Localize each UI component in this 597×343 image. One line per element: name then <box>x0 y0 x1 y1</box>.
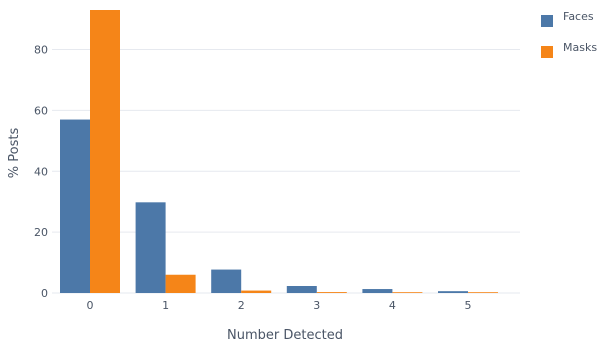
bar-faces-2[interactable] <box>211 269 242 293</box>
y-tick-label: 0 <box>41 287 48 300</box>
legend-swatch-faces[interactable] <box>541 15 553 27</box>
bar-masks-1[interactable] <box>165 274 196 293</box>
bar-masks-4[interactable] <box>392 292 423 293</box>
y-tick-label: 80 <box>34 44 48 57</box>
legend-label-faces[interactable]: Faces <box>563 10 594 23</box>
x-tick-label: 1 <box>162 299 169 312</box>
legend[interactable]: Faces Masks <box>541 10 597 58</box>
y-tick-label: 40 <box>34 165 48 178</box>
y-axis-title: % Posts <box>7 128 22 179</box>
bars <box>60 10 498 293</box>
bar-faces-1[interactable] <box>135 202 166 293</box>
bar-faces-0[interactable] <box>60 119 90 293</box>
x-axis-title: Number Detected <box>227 328 343 343</box>
y-tick-label: 20 <box>34 226 48 239</box>
legend-label-masks[interactable]: Masks <box>563 41 597 54</box>
bar-masks-5[interactable] <box>468 292 498 293</box>
x-tick-label: 5 <box>465 299 472 312</box>
y-tick-label: 60 <box>34 104 48 117</box>
x-tick-label: 2 <box>238 299 245 312</box>
x-tick-label: 3 <box>313 299 320 312</box>
x-tick-labels: 0 1 2 3 4 5 <box>87 299 472 312</box>
y-tick-labels: 0 20 40 60 80 <box>34 44 48 300</box>
bar-masks-2[interactable] <box>241 290 272 293</box>
bar-masks-3[interactable] <box>316 292 347 293</box>
x-tick-label: 4 <box>389 299 396 312</box>
gridlines <box>52 49 520 294</box>
bar-masks-0[interactable] <box>90 10 120 293</box>
x-tick-label: 0 <box>87 299 94 312</box>
bar-faces-4[interactable] <box>362 289 393 293</box>
legend-swatch-masks[interactable] <box>541 46 553 58</box>
bar-faces-5[interactable] <box>438 291 468 293</box>
bar-faces-3[interactable] <box>286 286 317 293</box>
